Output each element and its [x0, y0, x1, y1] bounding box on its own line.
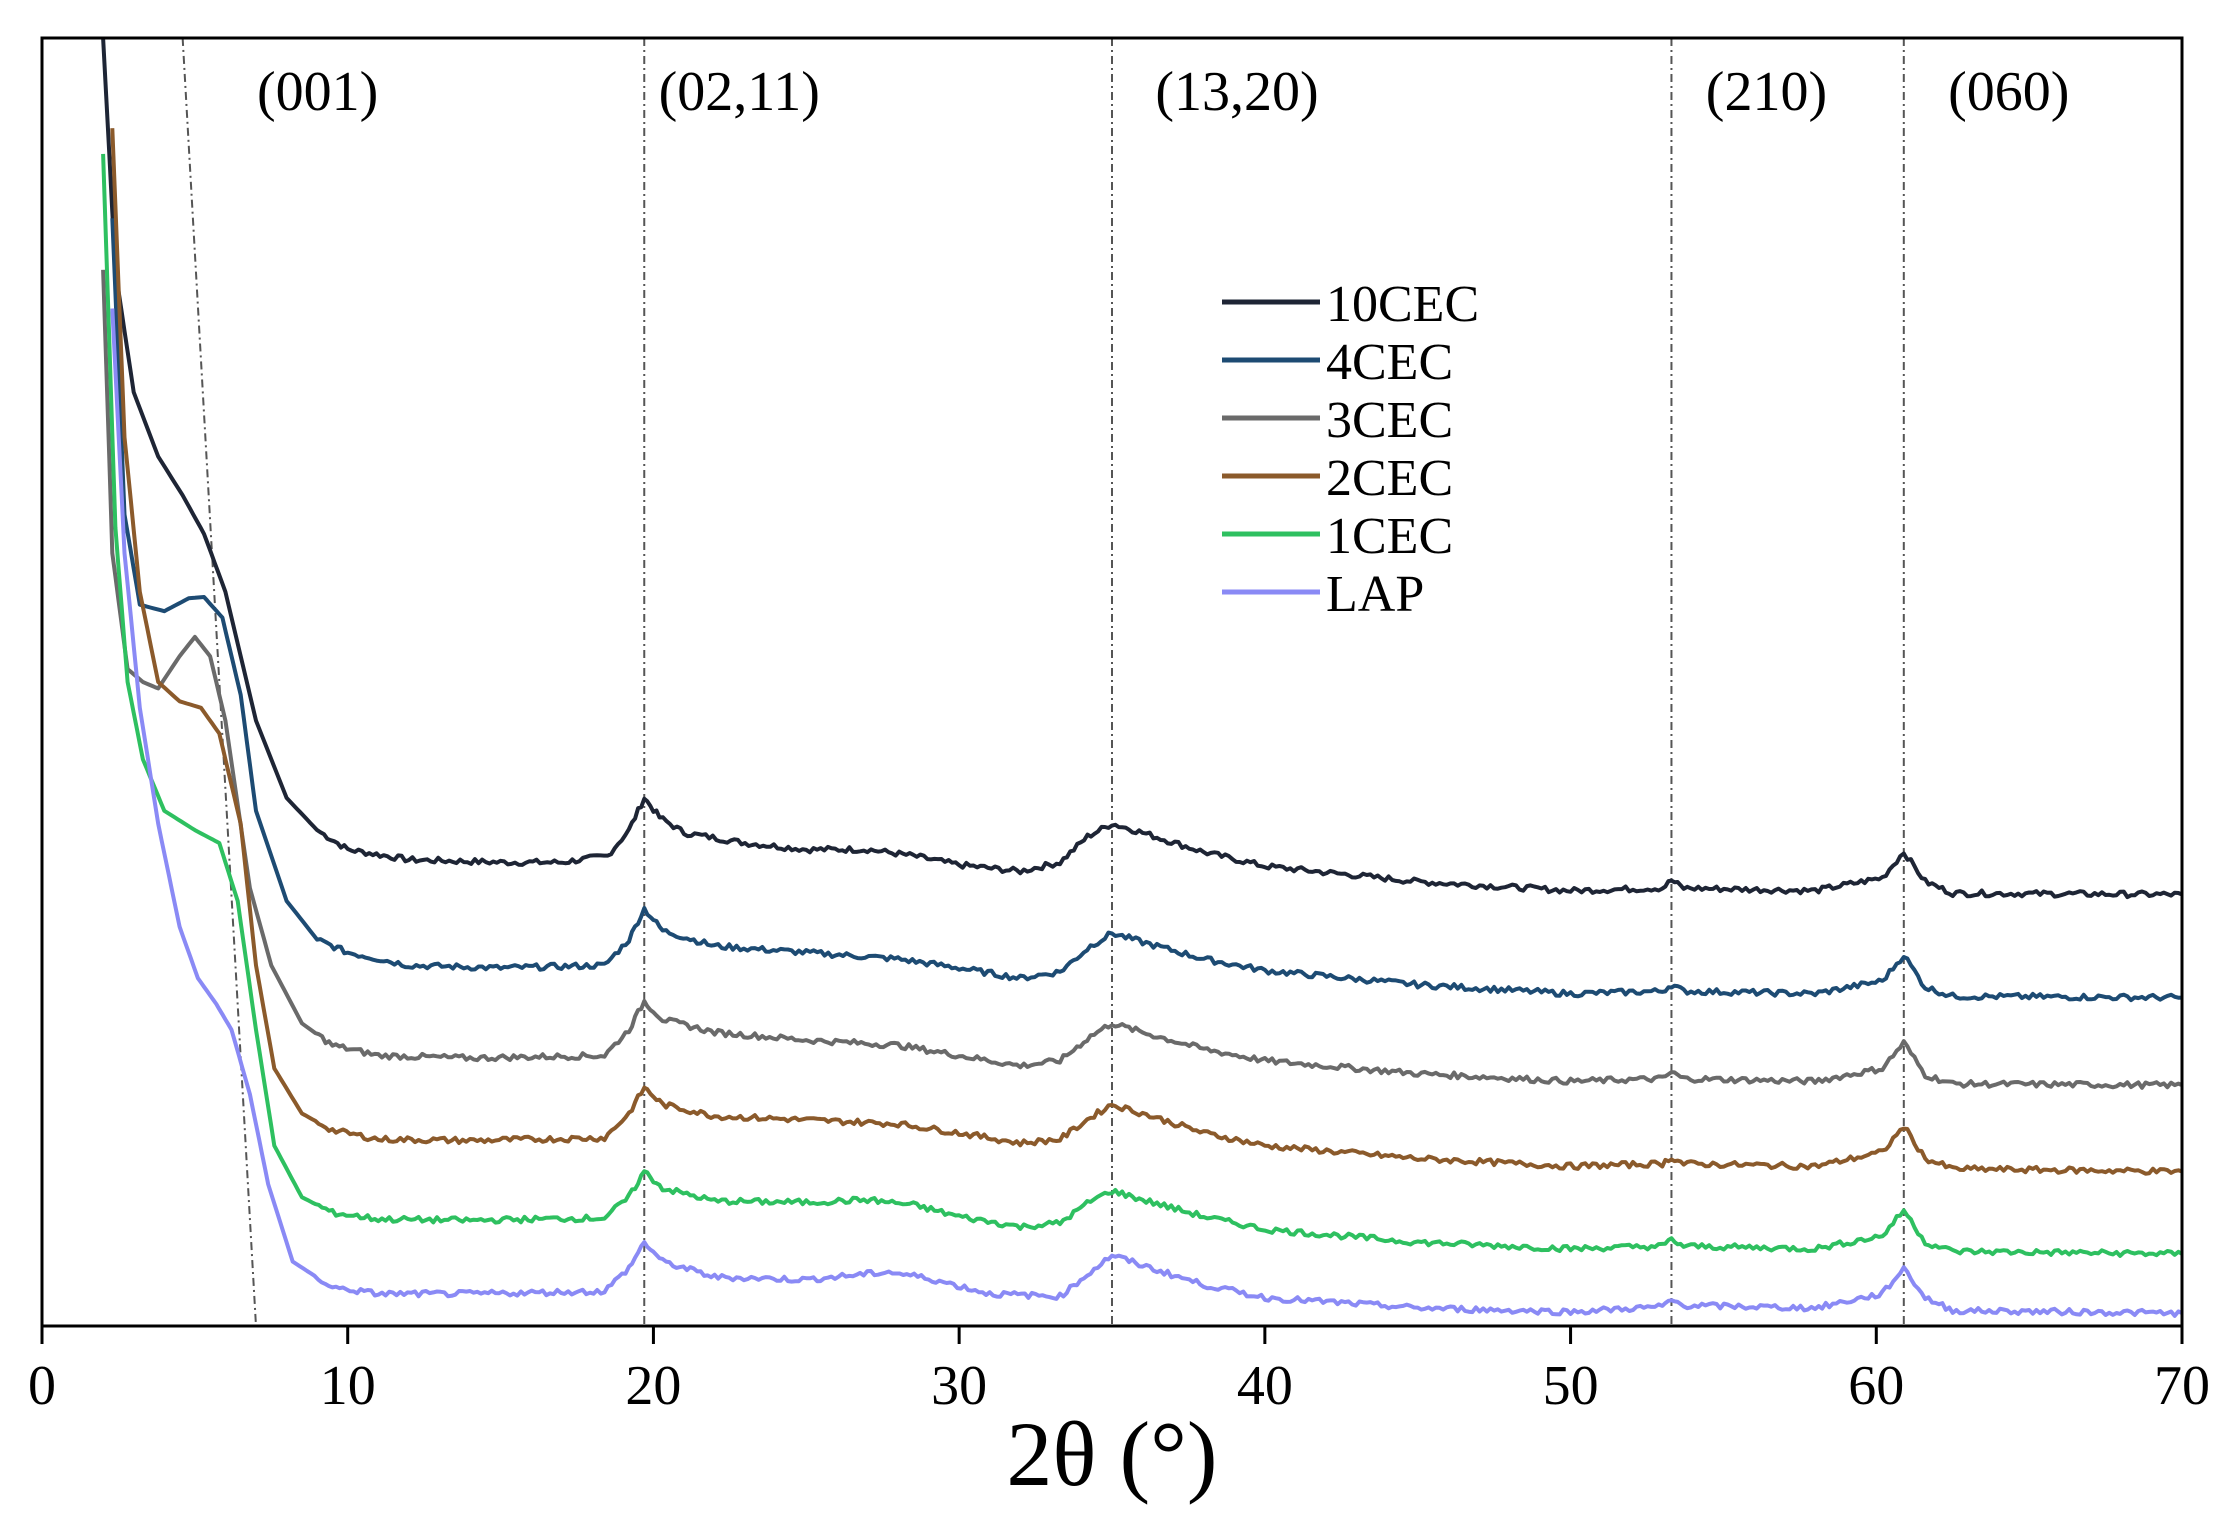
- reflection-label: (001): [257, 61, 378, 123]
- reflection-guides: [181, 37, 1905, 1327]
- series-lines: [101, 37, 2184, 1318]
- x-tick-label: 40: [1237, 1355, 1293, 1417]
- x-tick-label: 10: [320, 1355, 376, 1417]
- x-tick-label: 20: [625, 1355, 681, 1417]
- series-line-10cec: [101, 37, 2183, 900]
- legend-label: LAP: [1326, 566, 1424, 623]
- x-tick-label: 0: [28, 1355, 56, 1417]
- series-line-1cec: [101, 153, 2184, 1258]
- reflection-label: (13,20): [1155, 61, 1318, 123]
- legend-label: 10CEC: [1326, 276, 1479, 333]
- reflection-labels: (001) (02,11) (13,20) (210) (060): [257, 61, 2069, 123]
- x-tick-label: 30: [931, 1355, 987, 1417]
- reflection-label: (210): [1706, 61, 1827, 123]
- series-line-lap: [110, 308, 2183, 1318]
- x-tick-label: 50: [1543, 1355, 1599, 1417]
- series-line-2cec: [110, 128, 2183, 1176]
- series-line-3cec: [101, 269, 2183, 1090]
- x-axis-ticks: 0 10 20 30 40 50 60 70: [28, 1326, 2210, 1417]
- legend-label: 4CEC: [1326, 334, 1453, 391]
- x-tick-label: 60: [1848, 1355, 1904, 1417]
- x-tick-label: 70: [2154, 1355, 2210, 1417]
- legend-label: 2CEC: [1326, 450, 1453, 507]
- plot-frame: [40, 36, 2184, 1328]
- x-axis-label: 2θ (°): [1006, 1403, 1217, 1505]
- reflection-label: (060): [1948, 61, 2069, 123]
- series-line-4cec: [110, 218, 2183, 1003]
- legend-label: 1CEC: [1326, 508, 1453, 565]
- reflection-line: [181, 37, 257, 1327]
- legend-label: 3CEC: [1326, 392, 1453, 449]
- reflection-label: (02,11): [659, 61, 820, 123]
